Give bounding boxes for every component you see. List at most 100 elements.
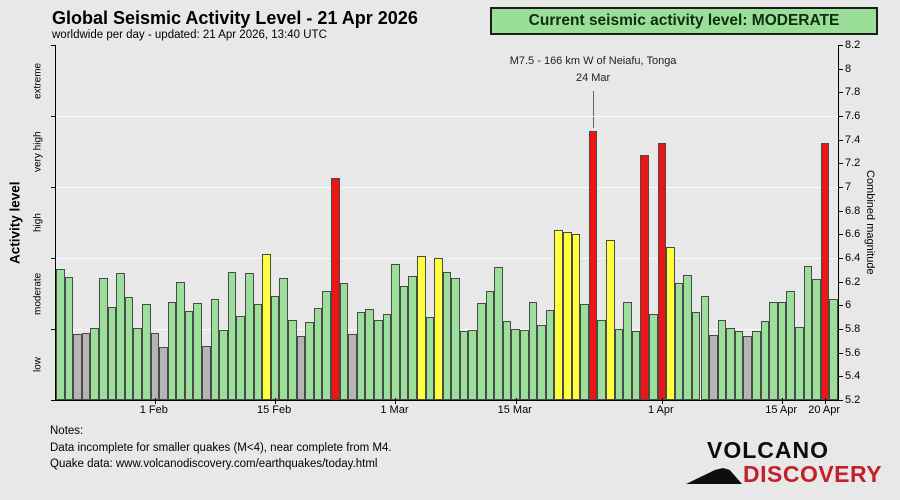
right-axis-tick (839, 45, 843, 46)
right-axis-tick (839, 210, 843, 212)
activity-bar (485, 291, 495, 400)
right-axis-tick (839, 400, 843, 401)
right-axis-tick (839, 376, 843, 378)
date-axis-tick (395, 398, 397, 404)
activity-bar (451, 278, 460, 400)
activity-category-label: low (32, 357, 44, 373)
activity-bar (752, 331, 761, 400)
activity-bar (288, 319, 297, 400)
activity-bar (614, 329, 624, 400)
activity-bar (202, 345, 211, 400)
activity-bar (116, 273, 125, 400)
activity-bar (210, 299, 220, 400)
activity-bar (253, 304, 263, 400)
activity-bar (640, 155, 649, 400)
notes-line-data-completeness: Data incomplete for smaller quakes (M<4)… (50, 441, 392, 454)
activity-bar (657, 143, 667, 400)
magnitude-tick-label: 5.6 (845, 346, 861, 359)
activity-bar (597, 319, 606, 400)
activity-bar (434, 258, 443, 400)
right-axis-tick (839, 329, 843, 330)
gridline (56, 187, 838, 188)
magnitude-tick-label: 5.4 (845, 370, 861, 383)
date-tick-label: 20 Apr (808, 404, 841, 416)
activity-bar (193, 302, 203, 400)
activity-bar (236, 315, 246, 400)
left-axis-tick (51, 329, 55, 330)
activity-bar (691, 312, 701, 400)
page-subtitle: worldwide per day - updated: 21 Apr 2026… (52, 29, 327, 41)
activity-bar (408, 275, 417, 400)
activity-bar (330, 177, 340, 400)
activity-bar (459, 331, 469, 400)
date-axis-tick (825, 398, 827, 404)
activity-bar (588, 131, 598, 400)
volcano-icon (686, 468, 742, 484)
activity-bar (399, 286, 409, 400)
activity-bar (545, 310, 555, 400)
activity-bar (279, 278, 288, 400)
activity-bar (494, 267, 503, 400)
activity-bar (64, 276, 74, 400)
activity-bar (81, 332, 91, 400)
activity-bar (571, 234, 581, 400)
activity-bar (322, 291, 331, 400)
activity-bar (605, 240, 615, 400)
activity-bar (511, 329, 521, 400)
magnitude-tick-label: 6 (845, 299, 852, 312)
activity-bar (313, 307, 323, 400)
right-axis-tick (839, 68, 843, 70)
left-axis-tick (51, 116, 55, 117)
activity-bar (648, 313, 658, 400)
activity-bar (373, 319, 383, 400)
annotation-event-text: M7.5 - 166 km W of Neiafu, Tonga (509, 55, 677, 67)
activity-bar (365, 308, 374, 400)
magnitude-tick-label: 7.8 (845, 86, 861, 99)
activity-bar (442, 272, 452, 400)
activity-category-label: moderate (32, 272, 44, 315)
activity-bar (245, 273, 254, 400)
activity-bar (769, 301, 778, 400)
magnitude-tick-label: 6.4 (845, 252, 861, 264)
magnitude-tick-label: 7.6 (845, 110, 861, 122)
activity-bar (812, 279, 821, 400)
activity-bar (760, 320, 770, 400)
date-axis-tick (661, 398, 663, 404)
activity-bar (623, 301, 632, 400)
activity-bar (829, 299, 838, 400)
activity-bar (803, 266, 813, 400)
activity-category-label: extreme (32, 62, 44, 99)
right-axis-tick (839, 116, 843, 117)
activity-bar (528, 301, 538, 400)
annotation-pointer-line (592, 91, 594, 128)
activity-bar (726, 327, 735, 400)
magnitude-tick-label: 7.4 (845, 133, 861, 146)
right-axis-tick (839, 258, 843, 259)
activity-bar (98, 278, 108, 400)
left-axis-tick (51, 400, 55, 401)
activity-bar (90, 327, 99, 400)
activity-bar (580, 304, 589, 400)
magnitude-tick-label: 6.2 (845, 275, 861, 288)
activity-bar (159, 346, 168, 400)
activity-bar (150, 332, 160, 400)
date-tick-label: 15 Mar (497, 404, 532, 416)
date-axis-tick (275, 398, 277, 404)
activity-bar (554, 229, 563, 400)
activity-bar (683, 274, 692, 400)
activity-bar (141, 304, 151, 400)
notes-block: Notes: Data incomplete for smaller quake… (50, 423, 392, 473)
activity-bar (563, 231, 572, 400)
activity-bar (425, 317, 435, 400)
activity-bar (477, 302, 486, 400)
activity-bar (786, 291, 796, 400)
activity-bar (176, 281, 185, 400)
right-axis-tick (839, 305, 843, 307)
activity-bar (520, 330, 529, 400)
activity-bar (184, 311, 194, 400)
activity-bar (674, 282, 684, 400)
activity-bar (167, 301, 177, 400)
activity-level-axis-title: Activity level (7, 181, 23, 264)
activity-bar (348, 333, 357, 400)
